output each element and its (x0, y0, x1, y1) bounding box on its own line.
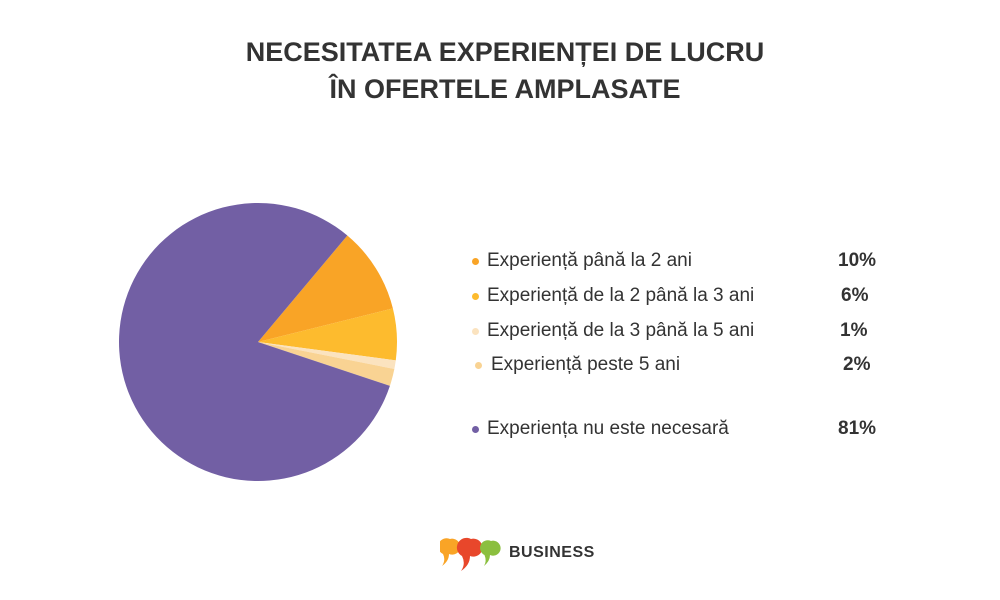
legend-marker-1 (472, 293, 479, 300)
pie-slice-4 (118, 202, 390, 481)
brand-name: BUSINESS (509, 544, 595, 561)
logo-mark-green (480, 540, 501, 566)
logo-mark-orange (440, 538, 461, 566)
chart-title-line-2: ÎN OFERTELE AMPLASATE (329, 74, 681, 104)
logo-mark-red (456, 537, 483, 571)
legend-value-0: 10% (838, 250, 877, 271)
legend-label-0: Experiență până la 2 ani (487, 250, 692, 271)
pie-slice-0 (258, 235, 393, 342)
pie-slice-1 (258, 308, 397, 361)
pie-chart (118, 202, 397, 481)
pie-slice-3 (258, 342, 395, 386)
legend-marker-0 (472, 258, 479, 265)
chart-title-line-1: NECESITATEA EXPERIENȚEI DE LUCRU (245, 37, 765, 67)
pie-slice-2 (258, 342, 396, 369)
legend-marker-2 (472, 328, 479, 335)
legend-label-1: Experiență de la 2 până la 3 ani (487, 285, 755, 306)
brand-logo-icon (440, 537, 501, 571)
legend-label-3: Experiență peste 5 ani (491, 354, 681, 375)
legend-value-3: 2% (843, 354, 871, 375)
chart-title: NECESITATEA EXPERIENȚEI DE LUCRU ÎN OFER… (0, 34, 1000, 108)
legend-value-4: 81% (838, 418, 877, 439)
legend-value-1: 6% (841, 285, 869, 306)
legend-label-4: Experiența nu este necesară (487, 418, 729, 439)
legend-value-2: 1% (840, 320, 868, 341)
legend-marker-4 (472, 426, 479, 433)
legend-marker-3 (475, 362, 482, 369)
legend-label-2: Experiență de la 3 până la 5 ani (487, 320, 755, 341)
